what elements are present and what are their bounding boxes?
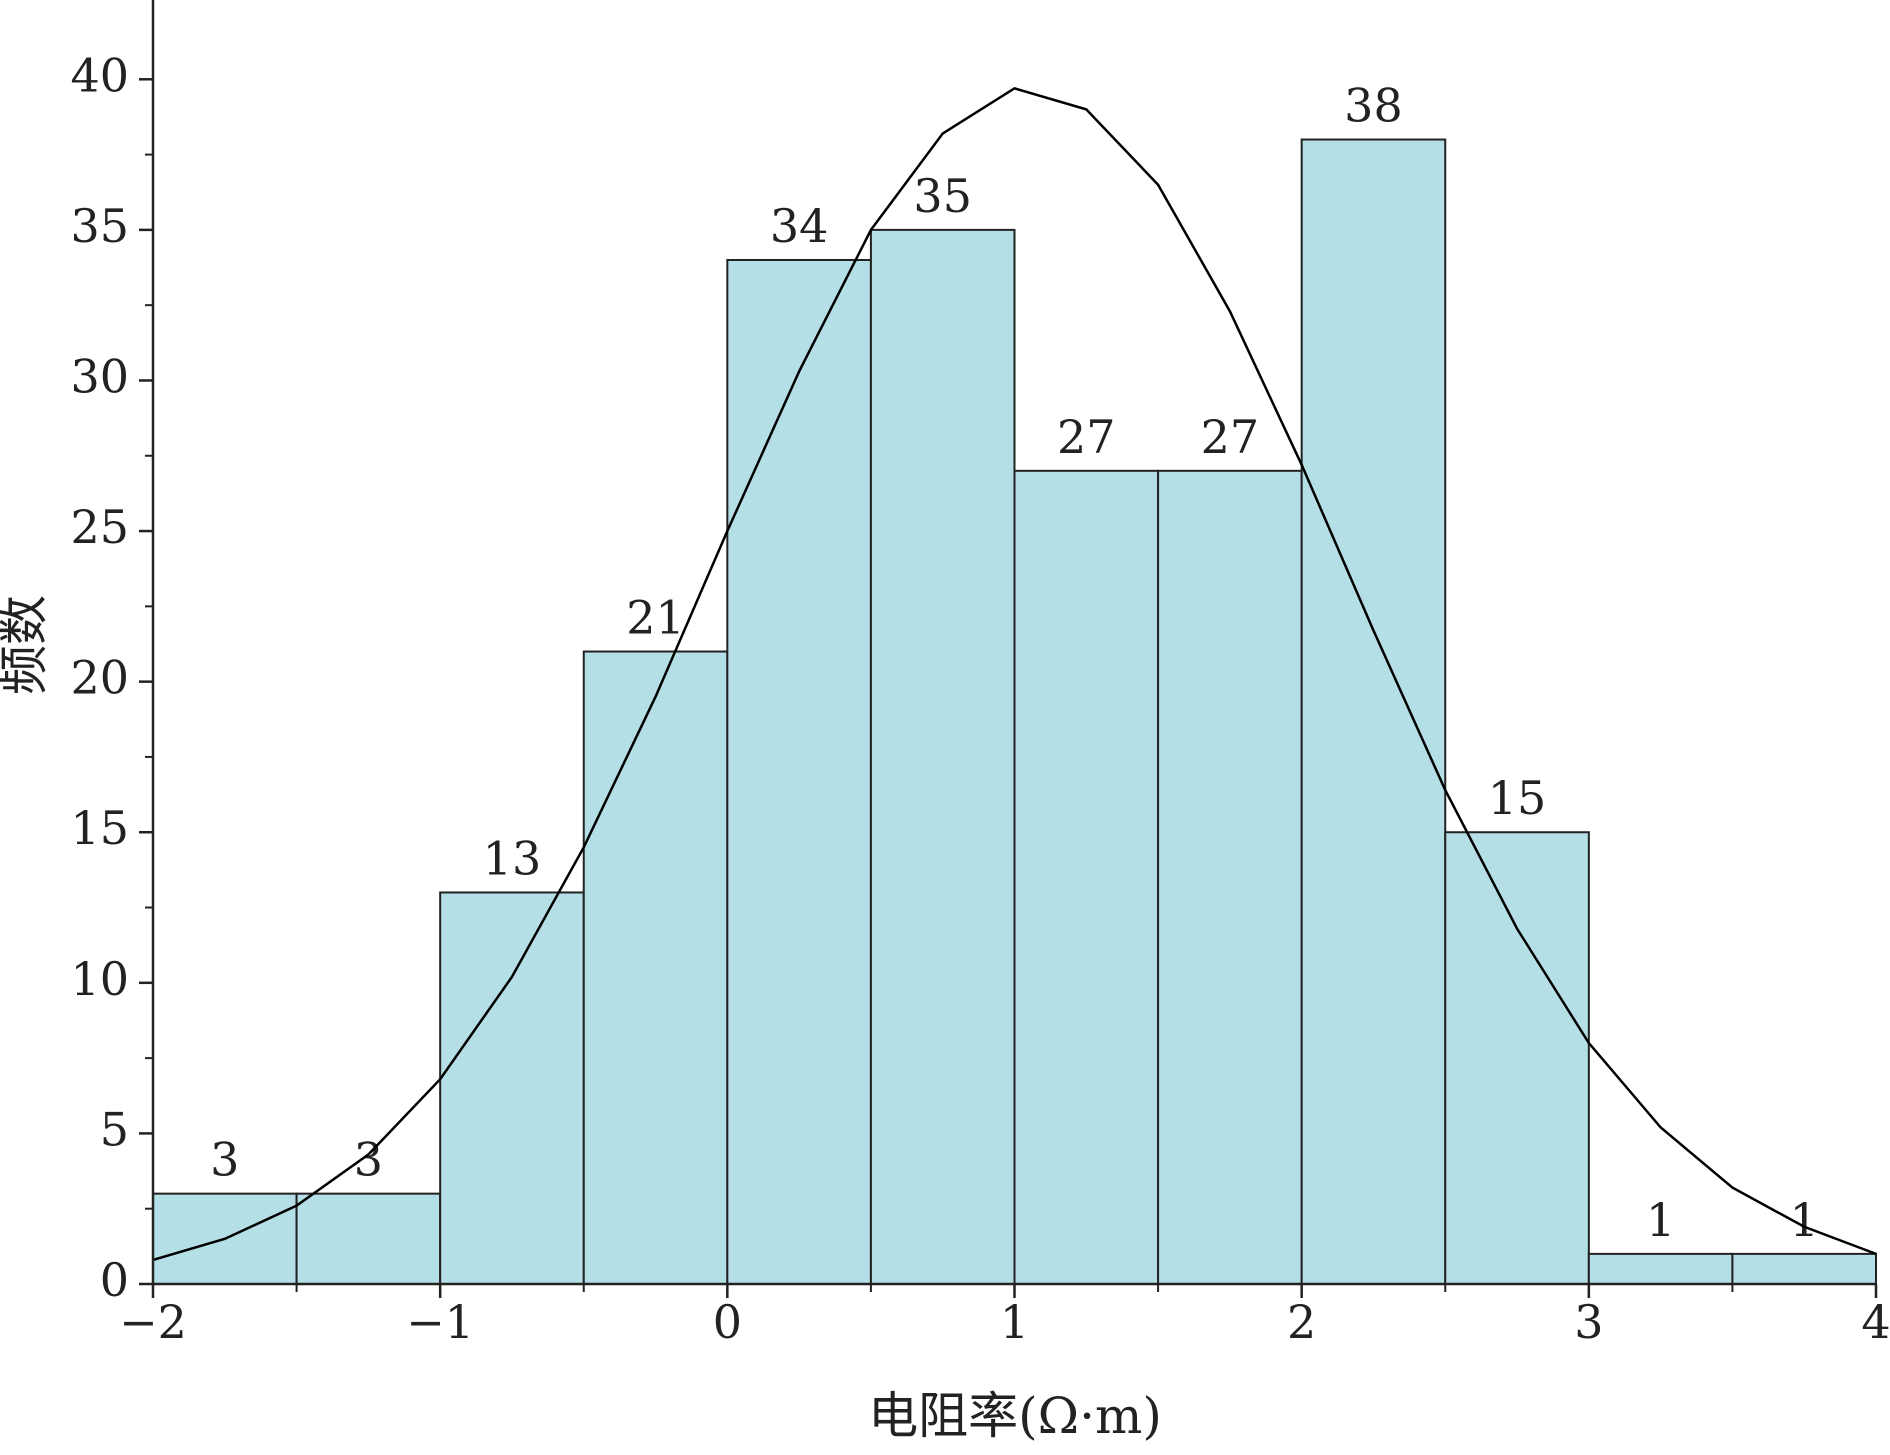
- bar: [439, 891, 585, 1285]
- bar: [726, 259, 872, 1285]
- x-tick-label: 0: [713, 1295, 742, 1349]
- x-axis-label: 电阻率(Ω·m): [868, 1387, 1162, 1445]
- y-tick-label: 5: [100, 1102, 129, 1156]
- data-label: 1: [1646, 1193, 1675, 1247]
- data-label: 35: [913, 169, 972, 223]
- bar: [295, 1192, 442, 1286]
- y-tick-label: 10: [70, 952, 129, 1006]
- data-label: 3: [354, 1133, 383, 1187]
- x-tick-label: 4: [1861, 1295, 1890, 1349]
- x-tick-label: −1: [406, 1295, 474, 1349]
- fit-curve: [152, 86, 1877, 1262]
- data-label: 34: [770, 199, 829, 253]
- x-tick-label: 1: [1000, 1295, 1029, 1349]
- data-label: 27: [1057, 410, 1116, 464]
- bar: [1444, 831, 1590, 1285]
- data-label: 1: [1790, 1193, 1819, 1247]
- data-label: 21: [626, 591, 685, 645]
- bar: [1013, 469, 1160, 1285]
- bar: [1300, 138, 1447, 1285]
- y-tick-label: 0: [100, 1253, 129, 1307]
- y-tick-label: 20: [70, 651, 129, 705]
- y-tick-label: 15: [70, 801, 129, 855]
- data-label: 38: [1344, 79, 1403, 133]
- bar: [869, 228, 1016, 1286]
- data-label: 13: [483, 831, 542, 885]
- bar: [1587, 1252, 1734, 1285]
- bar: [582, 650, 729, 1285]
- y-tick-label: 30: [70, 349, 129, 403]
- bar: [1157, 469, 1303, 1285]
- data-label: 3: [210, 1133, 239, 1187]
- data-label: 27: [1201, 410, 1260, 464]
- x-tick-label: −2: [119, 1295, 187, 1349]
- bar: [1731, 1252, 1877, 1285]
- data-label: 15: [1488, 771, 1547, 825]
- x-tick-label: 3: [1574, 1295, 1603, 1349]
- x-tick-label: 2: [1287, 1295, 1316, 1349]
- y-tick-label: 35: [70, 199, 129, 253]
- y-tick-label: 40: [70, 48, 129, 102]
- y-axis-label: 频数: [0, 595, 53, 695]
- y-tick-label: 25: [70, 500, 129, 554]
